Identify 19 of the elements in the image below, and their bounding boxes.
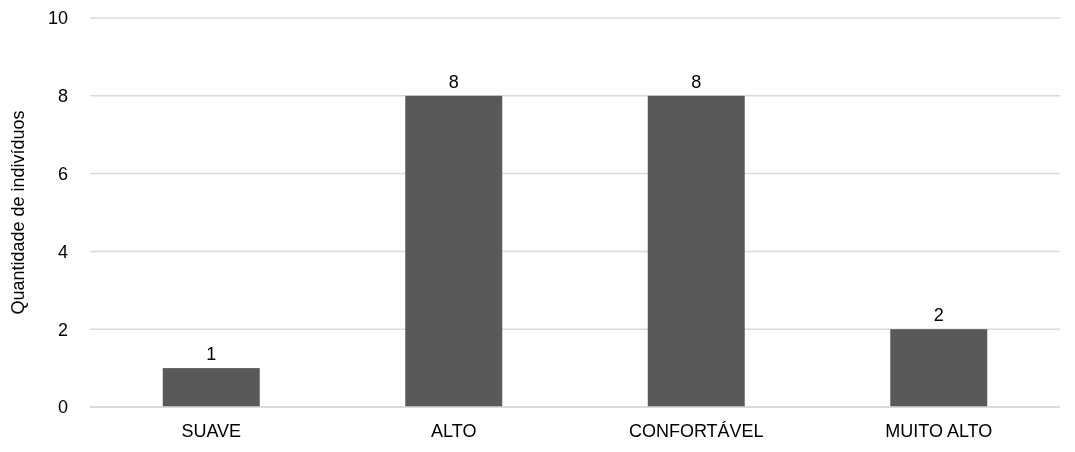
x-tick-label: ALTO [431, 421, 477, 441]
x-tick-label: CONFORTÁVEL [628, 421, 764, 441]
bar [647, 95, 745, 407]
y-tick-label: 0 [57, 397, 68, 418]
x-tick-label: SUAVE [181, 421, 242, 441]
x-tick-label: MUITO ALTO [885, 421, 993, 441]
data-label: 8 [448, 71, 459, 92]
data-label: 8 [691, 71, 702, 92]
data-label: 2 [933, 305, 944, 326]
y-tick-label: 8 [57, 86, 68, 107]
y-tick-label: 4 [57, 241, 68, 262]
y-tick-label: 2 [57, 319, 68, 340]
y-tick-label: 10 [47, 8, 68, 29]
data-label: 1 [206, 344, 217, 365]
bar [405, 95, 503, 407]
bar [890, 329, 988, 407]
y-axis-title: Quantidade de indivíduos [8, 110, 28, 315]
bar [162, 368, 260, 407]
y-tick-label: 6 [57, 163, 68, 184]
